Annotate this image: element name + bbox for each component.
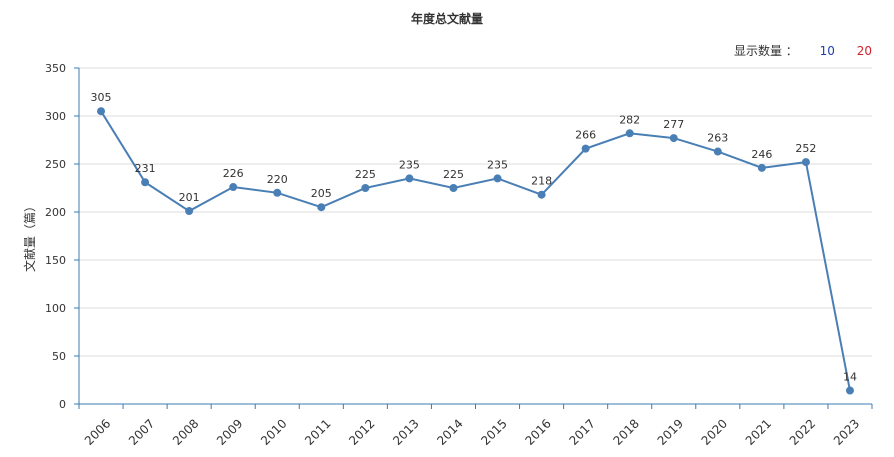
data-point: [625, 129, 634, 138]
y-tick-label: 50: [52, 350, 66, 363]
data-label: 220: [267, 173, 288, 186]
data-point: [757, 163, 766, 172]
data-point: [581, 144, 590, 153]
data-point: [493, 174, 502, 183]
x-tick-label: 2020: [699, 416, 730, 447]
data-label: 235: [399, 158, 420, 171]
data-label: 252: [795, 142, 816, 155]
data-label: 225: [443, 168, 464, 181]
data-point: [317, 203, 326, 212]
y-tick-label: 250: [45, 158, 66, 171]
x-tick-label: 2006: [82, 416, 113, 447]
data-label: 14: [843, 371, 857, 384]
data-point: [141, 178, 150, 187]
x-tick-label: 2023: [831, 416, 862, 447]
data-label: 235: [487, 158, 508, 171]
x-tick-label: 2010: [258, 416, 289, 447]
x-tick-label: 2021: [743, 416, 774, 447]
y-tick-label: 150: [45, 254, 66, 267]
x-tick-label: 2016: [522, 416, 553, 447]
x-tick-label: 2017: [566, 416, 597, 447]
data-label: 246: [751, 148, 772, 161]
chart-title: 年度总文献量: [410, 12, 483, 26]
x-tick-label: 2008: [170, 416, 201, 447]
label-layer: 305 231 201 226 220 205 225 235 225 235 218 266 282 2…: [91, 91, 857, 383]
x-tick-label: 2019: [655, 416, 686, 447]
y-tick-label: 350: [45, 62, 66, 75]
data-point: [273, 188, 282, 197]
x-tick-label: 2011: [302, 416, 333, 447]
data-label: 263: [707, 132, 728, 145]
x-tick-label: 2009: [214, 416, 245, 447]
x-tick-label: 2018: [611, 416, 642, 447]
data-point: [449, 184, 458, 192]
x-tick-label: 2012: [346, 416, 377, 447]
x-tick-label: 2015: [478, 416, 509, 447]
display-count-option-20[interactable]: 20: [856, 44, 872, 58]
data-label: 226: [223, 167, 244, 180]
data-label: 201: [179, 191, 200, 204]
data-label: 218: [531, 175, 552, 188]
data-point: [713, 147, 722, 156]
y-tick-label: 300: [45, 110, 66, 123]
y-tick-label: 200: [45, 206, 66, 219]
series-line: [100, 110, 851, 391]
y-tick-label: 0: [59, 398, 66, 411]
data-point: [229, 183, 238, 192]
y-axis-label: 文献量（篇）: [22, 200, 37, 272]
display-count-bar: 显示数量 ： 10 20: [734, 42, 872, 59]
data-point: [185, 207, 194, 216]
y-tick-label: 100: [45, 302, 66, 315]
data-point: [361, 184, 370, 192]
data-label: 277: [663, 118, 684, 131]
x-tick-label: 2013: [390, 416, 421, 447]
data-point: [405, 174, 414, 183]
data-point: [801, 158, 810, 167]
data-label: 231: [135, 162, 156, 175]
data-point: [669, 134, 678, 143]
data-label: 305: [91, 91, 112, 104]
display-count-option-10[interactable]: 10: [819, 44, 835, 58]
data-label: 205: [311, 187, 332, 200]
data-point: [537, 190, 546, 199]
data-label: 282: [619, 113, 640, 126]
x-tick-label: 2014: [434, 416, 465, 447]
data-point: [845, 386, 854, 395]
data-point: [97, 107, 106, 116]
x-tick-label: 2022: [787, 416, 818, 447]
series-layer: [97, 107, 854, 395]
axis-layer: 0 50 100 150 200 250 300 350 2006 2007 2008 2009 201…: [22, 62, 873, 448]
x-tick-label: 2007: [126, 416, 157, 447]
display-count-label: 显示数量 ：: [733, 44, 798, 58]
data-label: 225: [355, 168, 376, 181]
data-label: 266: [575, 129, 596, 142]
grid-layer: [79, 67, 872, 357]
